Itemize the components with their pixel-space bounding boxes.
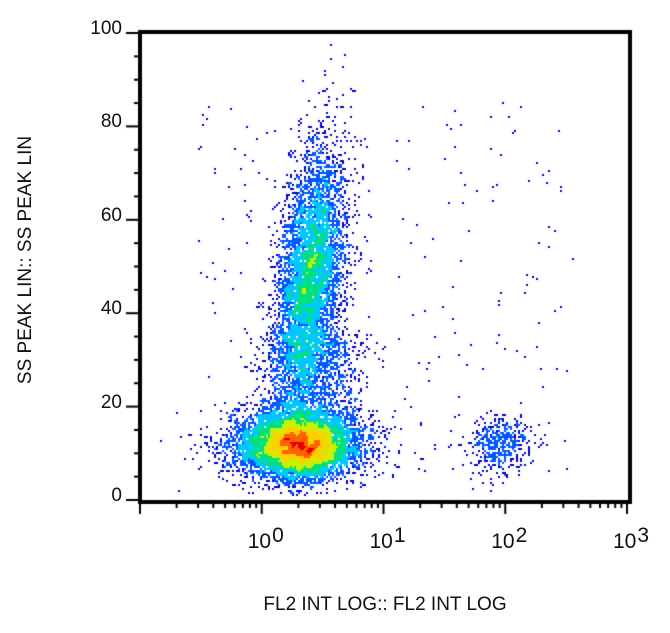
y-tick-label-60: 60 bbox=[100, 204, 122, 226]
y-tick-label-0: 0 bbox=[111, 485, 122, 506]
x-tick-label-10e0: 100 bbox=[247, 524, 284, 553]
y-axis-label: SS PEAK LIN:: SS PEAK LIN bbox=[6, 80, 46, 440]
y-tick-label-80: 80 bbox=[100, 111, 122, 133]
y-tick-label-100: 100 bbox=[90, 18, 122, 39]
x-tick-label-10e1: 101 bbox=[369, 524, 406, 553]
y-axis-label-text: SS PEAK LIN:: SS PEAK LIN bbox=[15, 135, 36, 385]
x-axis-label: FL2 INT LOG:: FL2 INT LOG bbox=[263, 594, 507, 615]
y-tick-label-40: 40 bbox=[100, 298, 122, 320]
x-tick-label-10e2: 102 bbox=[491, 524, 528, 553]
y-tick-label-20: 20 bbox=[100, 391, 122, 413]
x-tick-label-10e3: 103 bbox=[612, 524, 650, 553]
